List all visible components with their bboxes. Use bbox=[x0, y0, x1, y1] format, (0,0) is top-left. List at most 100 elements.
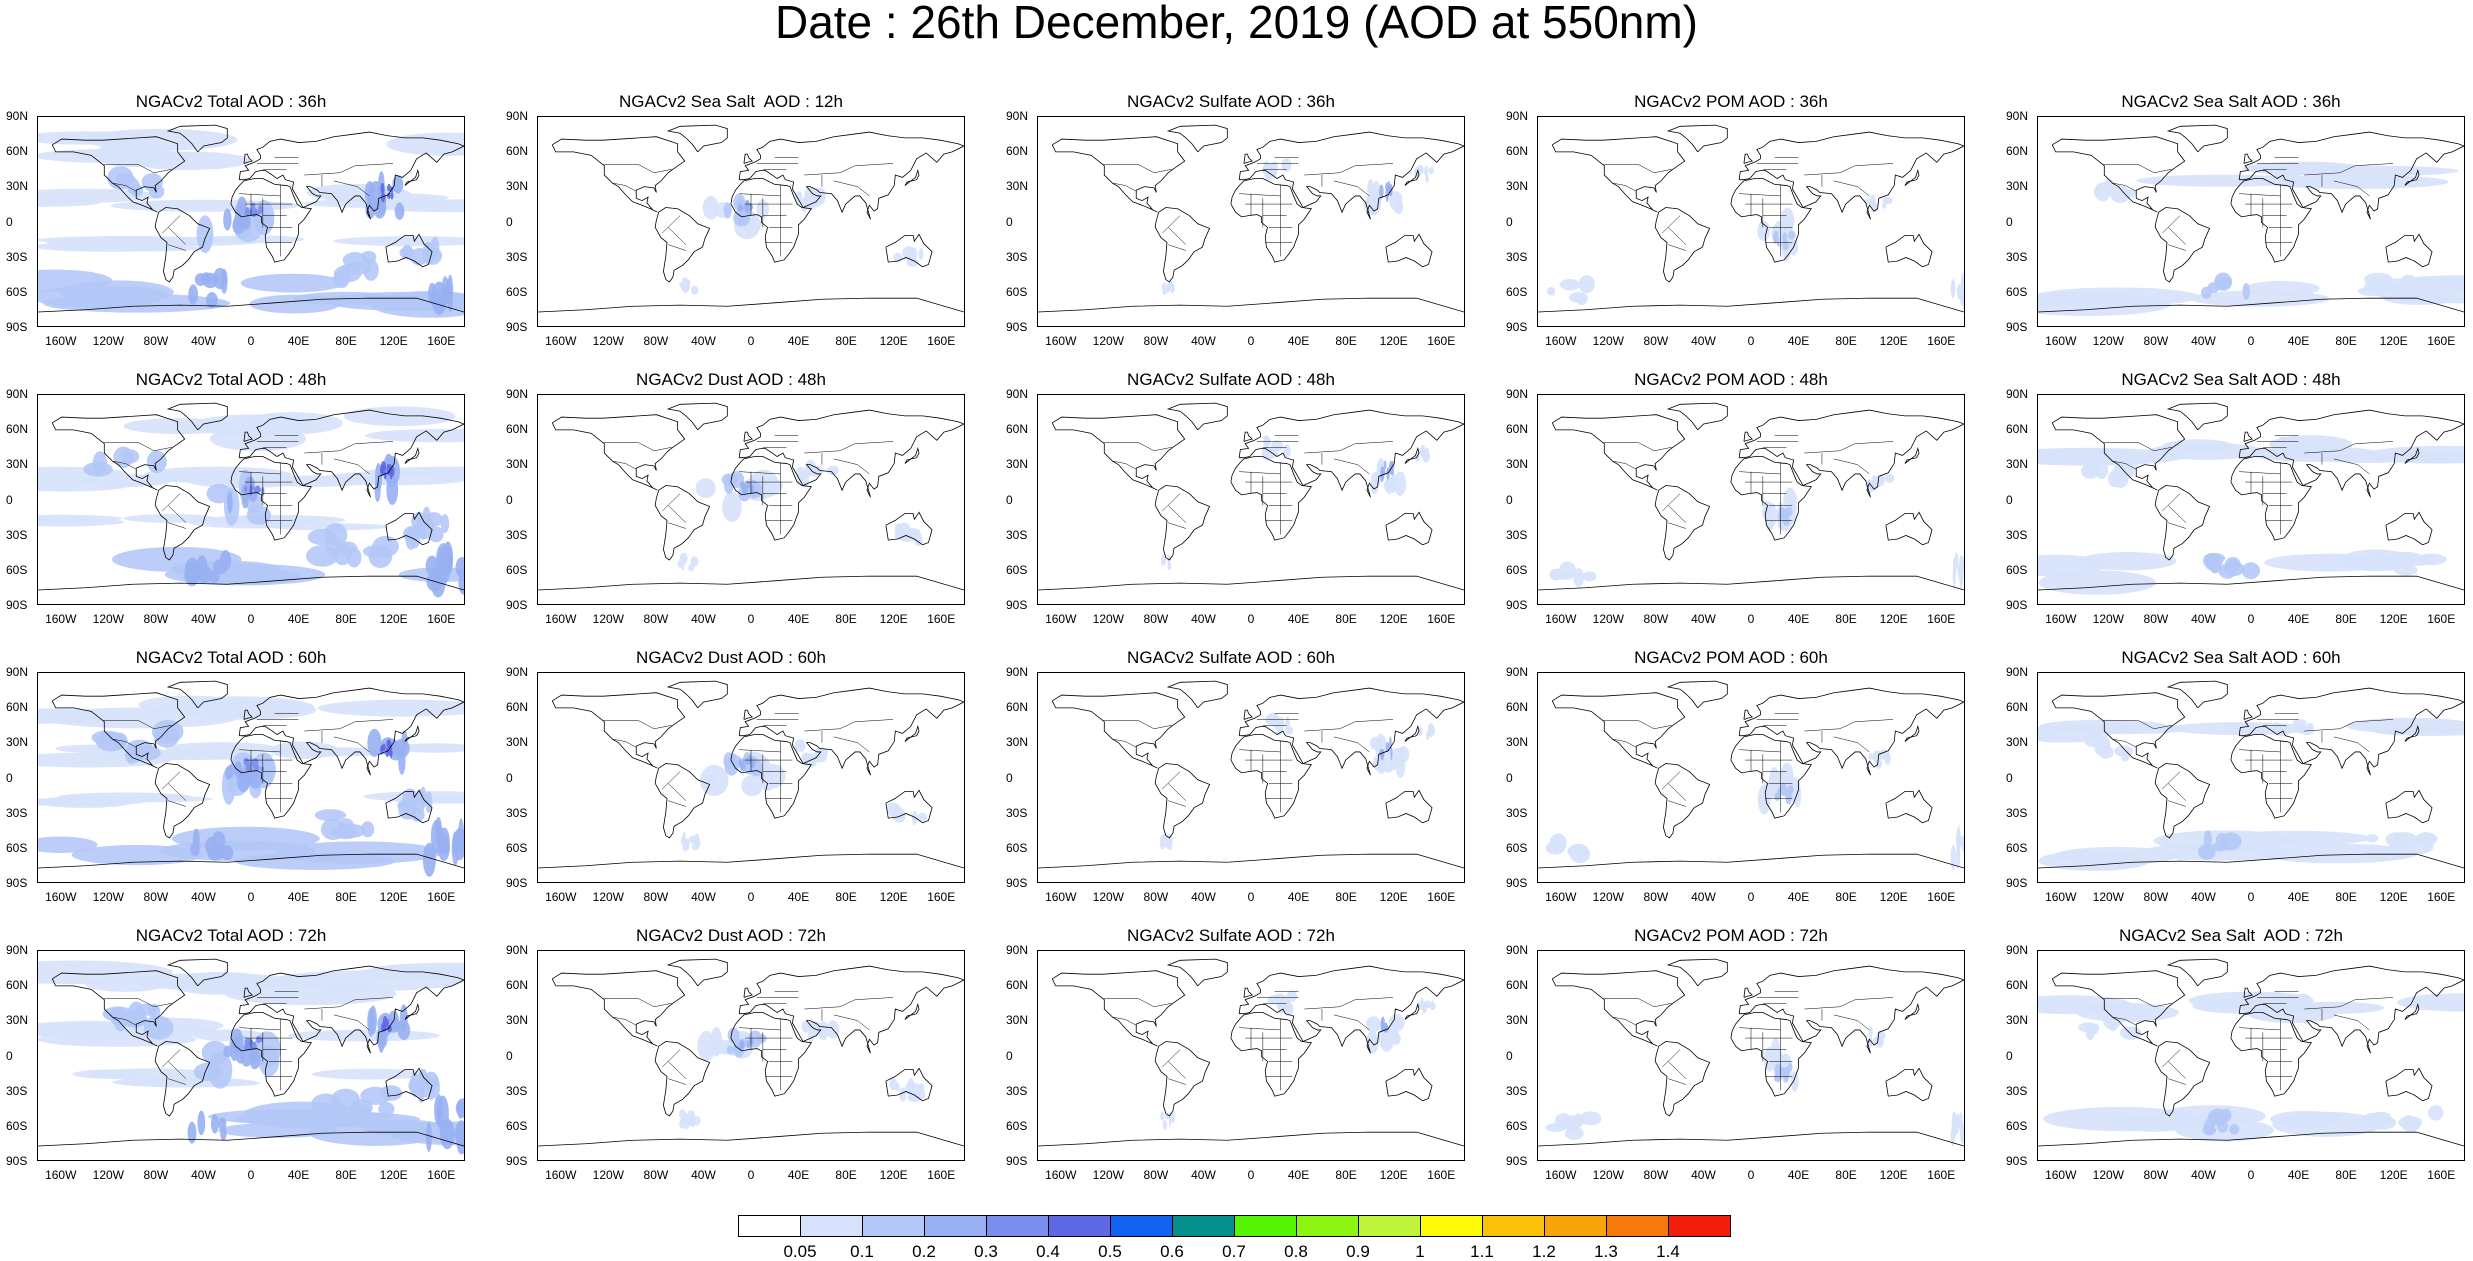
coastline bbox=[1904, 168, 1920, 186]
coastline bbox=[743, 987, 753, 998]
coastline bbox=[1404, 1002, 1420, 1020]
coastline bbox=[1730, 456, 1813, 541]
country-border bbox=[1162, 493, 1181, 512]
aod-field-map bbox=[538, 680, 964, 869]
colorbar-swatch bbox=[1110, 1215, 1173, 1237]
country-border bbox=[2304, 997, 2394, 1010]
map-panel: NGACv2 Total AOD : 48h 90N 60N 30N 0 30S 60S 90… bbox=[6, 370, 465, 630]
panel-title: NGACv2 Total AOD : 60h bbox=[135, 648, 327, 667]
coastline bbox=[1385, 789, 1433, 824]
country-border bbox=[1304, 441, 1394, 454]
colorbar-swatch bbox=[1482, 1215, 1545, 1237]
longitude-tick-label: 40W bbox=[2191, 334, 2216, 348]
aod-contour bbox=[387, 192, 391, 199]
longitude-tick-label: 80E bbox=[335, 612, 357, 626]
aod-contour bbox=[235, 1111, 421, 1127]
aod-field-map bbox=[1538, 402, 1964, 591]
longitude-tick-label: 80E bbox=[835, 1168, 857, 1182]
map-panel: NGACv2 Sulfate AOD : 36h 90N 60N 30N 0 30S 60S… bbox=[1006, 92, 1465, 352]
longitude-tick-label: 120E bbox=[379, 334, 408, 348]
aod-contour bbox=[1960, 272, 1964, 293]
aod-contour bbox=[184, 561, 200, 587]
aod-contour bbox=[434, 1094, 443, 1126]
map-panel: NGACv2 POM AOD : 60h 90N 60N 30N 0 30S 60S 90S 1… bbox=[1506, 648, 1965, 908]
aod-contour bbox=[1873, 750, 1881, 759]
latitude-tick-label: 30S bbox=[1506, 249, 1528, 264]
coastline bbox=[2166, 958, 2228, 987]
aod-contour bbox=[394, 738, 410, 758]
coastline bbox=[1885, 233, 1933, 268]
latitude-tick-label: 90S bbox=[1006, 1154, 1028, 1168]
longitude-tick-label: 160W bbox=[2045, 612, 2077, 626]
country-border bbox=[1239, 749, 1281, 753]
latitude-tick-label: 60N bbox=[506, 144, 529, 159]
aod-contour bbox=[826, 465, 839, 476]
latitude-tick-label: 30S bbox=[6, 249, 28, 264]
coastline bbox=[2051, 136, 2186, 213]
country-border bbox=[1668, 783, 1687, 801]
latitude-tick-label: 90N bbox=[506, 109, 529, 123]
aod-contour bbox=[134, 745, 161, 761]
latitude-tick-label: 60S bbox=[1506, 284, 1528, 299]
longitude-tick-label: 120W bbox=[2092, 890, 2125, 904]
coastline bbox=[166, 958, 228, 987]
country-border bbox=[1668, 227, 1687, 245]
aod-contour bbox=[2241, 562, 2261, 580]
latitude-tick-label: 30N bbox=[1006, 735, 1029, 750]
longitude-tick-label: 160W bbox=[545, 890, 577, 904]
coastline bbox=[730, 456, 813, 541]
aod-contour bbox=[2284, 161, 2292, 170]
country-border bbox=[1333, 736, 1370, 753]
map-area bbox=[1537, 394, 1965, 605]
aod-contour bbox=[902, 246, 915, 260]
map-area bbox=[37, 672, 465, 883]
longitude-tick-label: 40E bbox=[287, 334, 310, 348]
coastline bbox=[2154, 1041, 2211, 1117]
map-panel: NGACv2 Sea Salt AOD : 60h 90N 60N 30N 0 30S 60… bbox=[2006, 648, 2465, 908]
country-border bbox=[1239, 1027, 1281, 1031]
coastline bbox=[2154, 207, 2211, 283]
aod-contour bbox=[310, 1093, 342, 1117]
country-border bbox=[1612, 460, 1637, 470]
aod-contour bbox=[1421, 1004, 1427, 1013]
country-border bbox=[1804, 441, 1894, 454]
aod-contour bbox=[1263, 435, 1269, 446]
aod-contour bbox=[243, 757, 250, 766]
panel-title: NGACv2 POM AOD : 72h bbox=[1634, 926, 1828, 945]
latitude-tick-label: 30N bbox=[1506, 1013, 1529, 1028]
coastline bbox=[2038, 297, 2464, 313]
aod-contour bbox=[2242, 283, 2251, 300]
country-border bbox=[2103, 998, 2172, 1008]
longitude-tick-label: 80E bbox=[2335, 1168, 2357, 1182]
coastline bbox=[1538, 575, 1964, 591]
longitude-tick-label: 40E bbox=[1287, 612, 1310, 626]
country-border bbox=[833, 180, 870, 197]
map-area bbox=[2037, 950, 2465, 1161]
aod-field-map bbox=[38, 958, 464, 1155]
aod-contour bbox=[1885, 751, 1891, 761]
aod-contour bbox=[212, 559, 228, 575]
map-area bbox=[1037, 950, 1465, 1161]
longitude-tick-label: 160E bbox=[2427, 612, 2456, 626]
map-area bbox=[537, 950, 965, 1161]
longitude-tick-label: 40W bbox=[691, 1168, 716, 1182]
aod-contour bbox=[82, 749, 245, 761]
country-border bbox=[1833, 458, 1870, 475]
coastline bbox=[654, 485, 711, 561]
aod-contour bbox=[2273, 167, 2286, 176]
longitude-tick-label: 80W bbox=[643, 334, 669, 348]
aod-contour bbox=[1167, 562, 1172, 571]
coastline bbox=[1666, 680, 1728, 709]
aod-contour bbox=[287, 1029, 441, 1042]
aod-contour bbox=[918, 248, 924, 260]
aod-contour bbox=[722, 491, 742, 523]
aod-contour bbox=[723, 202, 732, 219]
coastline bbox=[1538, 853, 1964, 869]
aod-contour bbox=[380, 182, 385, 194]
coastline bbox=[385, 511, 433, 546]
country-border bbox=[804, 441, 894, 454]
aod-contour bbox=[810, 465, 824, 476]
colorbar-label: 1.4 bbox=[1656, 1242, 1680, 1261]
aod-contour bbox=[367, 1007, 375, 1037]
aod-contour bbox=[367, 728, 382, 757]
